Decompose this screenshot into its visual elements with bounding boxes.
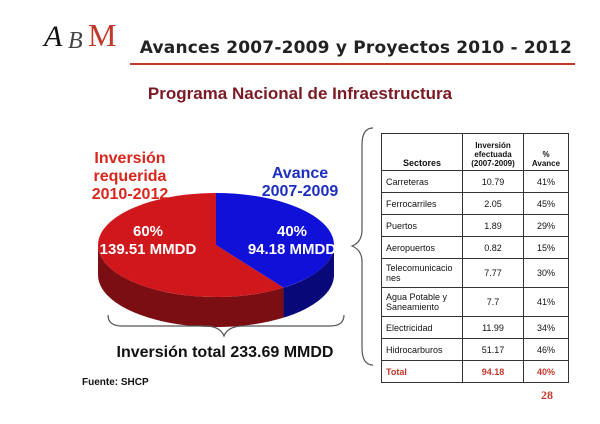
sector-cell: Telecomunicacio nes: [381, 258, 463, 288]
sector-name-line: Puertos: [386, 220, 418, 231]
pie-slice-red-top: [98, 193, 284, 297]
header-line: Inversión: [475, 141, 511, 150]
sector-cell: Hidrocarburos: [381, 338, 463, 361]
av-label-line: 2007-2009: [261, 183, 339, 200]
total-investment-text: Inversión total 233.69 MMDD: [116, 344, 334, 361]
sector-column-header: Sectores: [381, 133, 463, 171]
sector-cell: Ferrocarriles: [381, 192, 463, 215]
page-title: Avances 2007-2009 y Proyectos 2010 - 201…: [139, 38, 572, 58]
investment-cell: 2.05: [462, 192, 524, 215]
table-total-row: Total 94.18 40%: [381, 360, 569, 383]
table-row: Telecomunicacio nes 7.77 30%: [381, 258, 569, 288]
blue-slice-data-label: 40% 94.18 MMDD: [232, 223, 352, 259]
investment-cell: 7.7: [462, 287, 524, 317]
investment-column-header: Inversión efectuada (2007-2009): [462, 133, 524, 171]
progress-cell: 15%: [523, 236, 569, 259]
table-row: Hidrocarburos 51.17 46%: [381, 338, 569, 361]
sector-name-line: Hidrocarburos: [386, 344, 443, 355]
header-line: efectuada: [474, 150, 512, 159]
progress-cell: 34%: [523, 316, 569, 339]
sector-name-line: Ferrocarriles: [386, 198, 437, 209]
investment-required-label: Inversión requerida 2010-2012: [70, 150, 190, 204]
progress-cell: 29%: [523, 214, 569, 237]
sector-cell: Electricidad: [381, 316, 463, 339]
sector-cell: Puertos: [381, 214, 463, 237]
side-brace: [350, 127, 374, 366]
progress-cell: 41%: [523, 287, 569, 317]
header-divider: [130, 63, 575, 65]
sector-cell: Carreteras: [381, 170, 463, 193]
av-label-line: Avance: [271, 165, 329, 182]
red-slice-percent: 60%: [132, 223, 164, 240]
pie-slice-blue-side: [283, 245, 334, 318]
red-slice-data-label: 60% 139.51 MMDD: [88, 223, 208, 259]
chart-subtitle: Programa Nacional de Infraestructura: [147, 84, 453, 103]
logo-letter-m: M: [88, 17, 116, 53]
pie-slice-red-side: [98, 245, 284, 328]
req-label-line: Inversión: [94, 150, 166, 167]
table-row: Carreteras 10.79 41%: [381, 170, 569, 193]
sector-cell: Agua Potable y Saneamiento: [381, 287, 463, 317]
investment-cell: 0.82: [462, 236, 524, 259]
sectors-table: Sectores Inversión efectuada (2007-2009)…: [381, 133, 569, 383]
table-row: Electricidad 11.99 34%: [381, 316, 569, 339]
investment-cell: 11.99: [462, 316, 524, 339]
logo-letter-a: A: [42, 20, 63, 53]
progress-cell: 30%: [523, 258, 569, 288]
total-avance-cell: 40%: [523, 360, 569, 383]
sector-name-line: Electricidad: [386, 322, 433, 333]
sector-name-line: Telecomunicacio: [386, 263, 453, 273]
progress-cell: 41%: [523, 170, 569, 193]
sector-name-line: nes: [386, 273, 401, 283]
req-label-line: requerida: [93, 168, 167, 185]
investment-cell: 51.17: [462, 338, 524, 361]
table-row: Ferrocarriles 2.05 45%: [381, 192, 569, 215]
table-header-row: Sectores Inversión efectuada (2007-2009)…: [381, 133, 569, 171]
source-note: Fuente: SHCP: [82, 377, 149, 388]
progress-cell: 45%: [523, 192, 569, 215]
header-line: (2007-2009): [471, 159, 515, 168]
sector-cell: Aeropuertos: [381, 236, 463, 259]
progress-label: Avance 2007-2009: [238, 165, 362, 201]
logo-letter-b: B: [68, 28, 83, 54]
blue-slice-percent: 40%: [276, 223, 308, 240]
table-row: Agua Potable y Saneamiento 7.7 41%: [381, 287, 569, 317]
investment-cell: 7.77: [462, 258, 524, 288]
table-row: Puertos 1.89 29%: [381, 214, 569, 237]
req-label-line: 2010-2012: [91, 186, 169, 203]
investment-cell: 10.79: [462, 170, 524, 193]
abm-logo: A B M: [42, 17, 116, 54]
sector-name-line: Agua Potable y: [386, 292, 448, 302]
pie-slice-blue-top: [216, 193, 335, 288]
red-slice-value: 139.51 MMDD: [99, 241, 197, 258]
total-inversion-cell: 94.18: [462, 360, 524, 383]
blue-slice-value: 94.18 MMDD: [247, 241, 337, 258]
progress-cell: 46%: [523, 338, 569, 361]
progress-column-header: % Avance: [523, 133, 569, 171]
header-line: %: [542, 150, 550, 159]
bottom-brace: [107, 314, 345, 338]
sector-name-line: Saneamiento: [386, 302, 440, 312]
sector-name-line: Aeropuertos: [386, 242, 436, 253]
investment-cell: 1.89: [462, 214, 524, 237]
page-number: 28: [541, 388, 553, 402]
table-row: Aeropuertos 0.82 15%: [381, 236, 569, 259]
total-sector-cell: Total: [381, 360, 463, 383]
sector-name-line: Carreteras: [386, 176, 429, 187]
header-line: Avance: [531, 159, 561, 168]
